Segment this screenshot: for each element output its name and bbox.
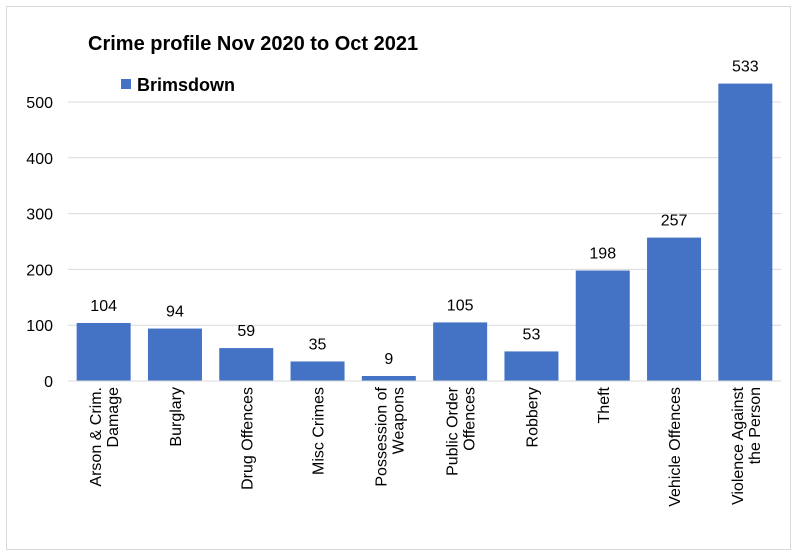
data-label: 104 bbox=[90, 298, 117, 315]
y-tick-label: 300 bbox=[26, 207, 53, 224]
data-label: 257 bbox=[661, 213, 688, 230]
bar bbox=[504, 351, 559, 381]
data-label: 9 bbox=[384, 351, 393, 368]
x-tick-label-line: Misc Crimes bbox=[311, 387, 328, 475]
legend: Brimsdown bbox=[93, 75, 333, 101]
data-labels: 104 94 59 35 9 105 53 198 257 533 bbox=[90, 59, 758, 368]
x-tick-label-line: Weapons bbox=[390, 387, 407, 454]
legend-background bbox=[93, 77, 333, 101]
x-tick-label-line: Robbery bbox=[524, 387, 541, 447]
y-tick-label: 500 bbox=[26, 95, 53, 112]
legend-label: Brimsdown bbox=[137, 75, 235, 95]
x-tick-label: Robbery bbox=[524, 387, 541, 447]
bar bbox=[76, 322, 131, 381]
bar bbox=[575, 270, 630, 381]
x-tick-label-line: Theft bbox=[596, 386, 613, 423]
y-tick-label: 400 bbox=[26, 151, 53, 168]
bar bbox=[147, 328, 202, 381]
data-label: 105 bbox=[447, 297, 474, 314]
x-tick-label-line: Damage bbox=[105, 387, 122, 448]
bar bbox=[433, 322, 488, 381]
data-label: 533 bbox=[732, 59, 759, 76]
x-tick-label-line: Drug Offences bbox=[239, 387, 256, 490]
x-tick-label: Misc Crimes bbox=[311, 387, 328, 475]
x-tick-label: Arson & Crim. Damage bbox=[88, 387, 122, 487]
data-label: 35 bbox=[309, 336, 327, 353]
x-tick-label: Vehicle Offences bbox=[667, 387, 684, 507]
x-tick-label: Violence Against the Person bbox=[730, 386, 764, 505]
y-tick-label: 200 bbox=[26, 262, 53, 279]
data-label: 94 bbox=[166, 304, 184, 321]
chart-title: Crime profile Nov 2020 to Oct 2021 bbox=[88, 33, 418, 55]
x-tick-label: Possession of Weapons bbox=[373, 386, 407, 486]
bar bbox=[219, 348, 274, 381]
bar bbox=[290, 361, 345, 381]
x-tick-label-line: Arson & Crim. bbox=[88, 387, 105, 487]
data-label: 59 bbox=[237, 323, 255, 340]
legend-swatch bbox=[121, 79, 131, 89]
x-tick-label-line: Burglary bbox=[168, 387, 185, 447]
y-tick-label: 0 bbox=[44, 374, 53, 391]
x-tick-label: Burglary bbox=[168, 387, 185, 447]
y-tick-label: 100 bbox=[26, 318, 53, 335]
x-tick-label-line: Public Order bbox=[445, 386, 462, 476]
x-tick-label-line: the Person bbox=[747, 387, 764, 464]
bar bbox=[718, 83, 773, 381]
bars bbox=[76, 83, 773, 381]
data-label: 198 bbox=[589, 246, 616, 263]
y-axis-ticks: 0 100 200 300 400 500 bbox=[26, 95, 53, 391]
x-tick-label-line: Vehicle Offences bbox=[667, 387, 684, 507]
x-tick-label-line: Possession of bbox=[373, 386, 390, 486]
x-tick-label: Drug Offences bbox=[239, 387, 256, 490]
x-tick-label: Theft bbox=[596, 386, 613, 423]
bar bbox=[647, 237, 702, 381]
data-label: 53 bbox=[523, 326, 541, 343]
x-axis-categories: Arson & Crim. Damage Burglary Drug Offences… bbox=[88, 386, 764, 506]
bar bbox=[361, 375, 416, 381]
x-tick-label: Public Order Offences bbox=[445, 386, 479, 476]
x-tick-label-line: Offences bbox=[462, 387, 479, 451]
x-tick-label-line: Violence Against bbox=[730, 386, 747, 505]
